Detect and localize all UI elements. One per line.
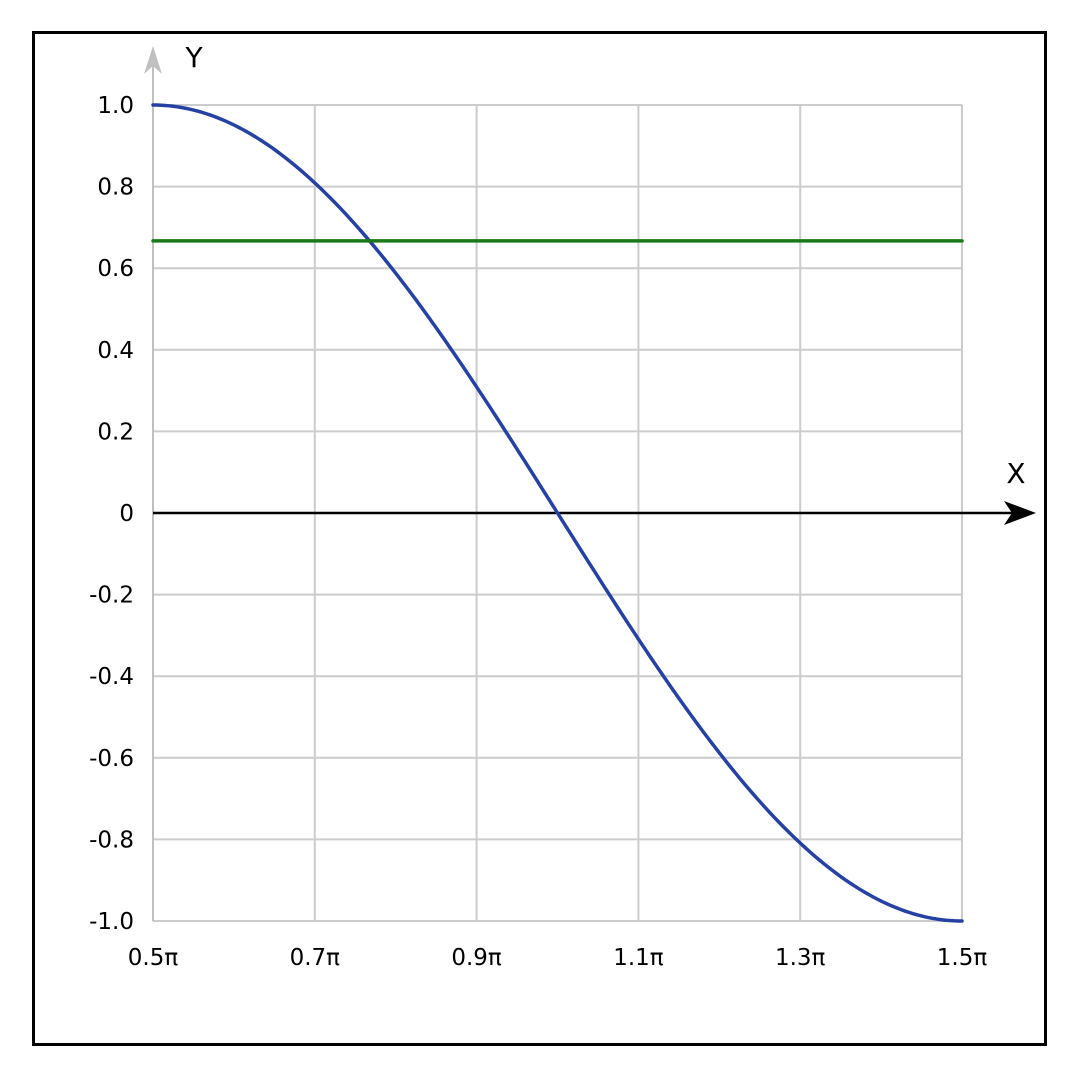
x-tick-label: 1.3π <box>775 945 826 971</box>
y-tick-label: 0.4 <box>97 338 134 364</box>
y-tick-label: 0.8 <box>97 175 134 201</box>
y-tick-label: 0.6 <box>97 256 134 282</box>
y-axis-label: Y <box>184 41 203 74</box>
y-tick-label: -0.2 <box>89 583 134 609</box>
x-tick-label: 0.9π <box>451 945 502 971</box>
axes <box>144 46 1036 921</box>
y-axis-arrow-icon <box>144 46 162 74</box>
series-group <box>151 103 964 923</box>
x-axis-arrow-icon <box>1004 501 1036 525</box>
x-axis-label: X <box>1006 457 1025 490</box>
y-tick-label: 0 <box>119 501 134 527</box>
sine-curve-line <box>151 103 964 923</box>
tick-labels: 0.5π 0.7π 0.9π 1.1π 1.3π 1.5π 1.0 0.8 0.6 0.4 0.2 0… <box>89 93 987 971</box>
x-tick-label: 0.5π <box>128 945 179 971</box>
y-tick-label: -1.0 <box>89 909 134 935</box>
y-tick-label: 0.2 <box>97 419 134 445</box>
x-tick-label: 1.5π <box>937 945 988 971</box>
chart-frame <box>32 31 1047 1046</box>
y-tick-label: 1.0 <box>97 93 134 119</box>
x-tick-label: 1.1π <box>613 945 664 971</box>
y-tick-label: -0.8 <box>89 827 134 853</box>
y-tick-label: -0.6 <box>89 746 134 772</box>
x-tick-label: 0.7π <box>290 945 341 971</box>
y-tick-label: -0.4 <box>89 664 134 690</box>
